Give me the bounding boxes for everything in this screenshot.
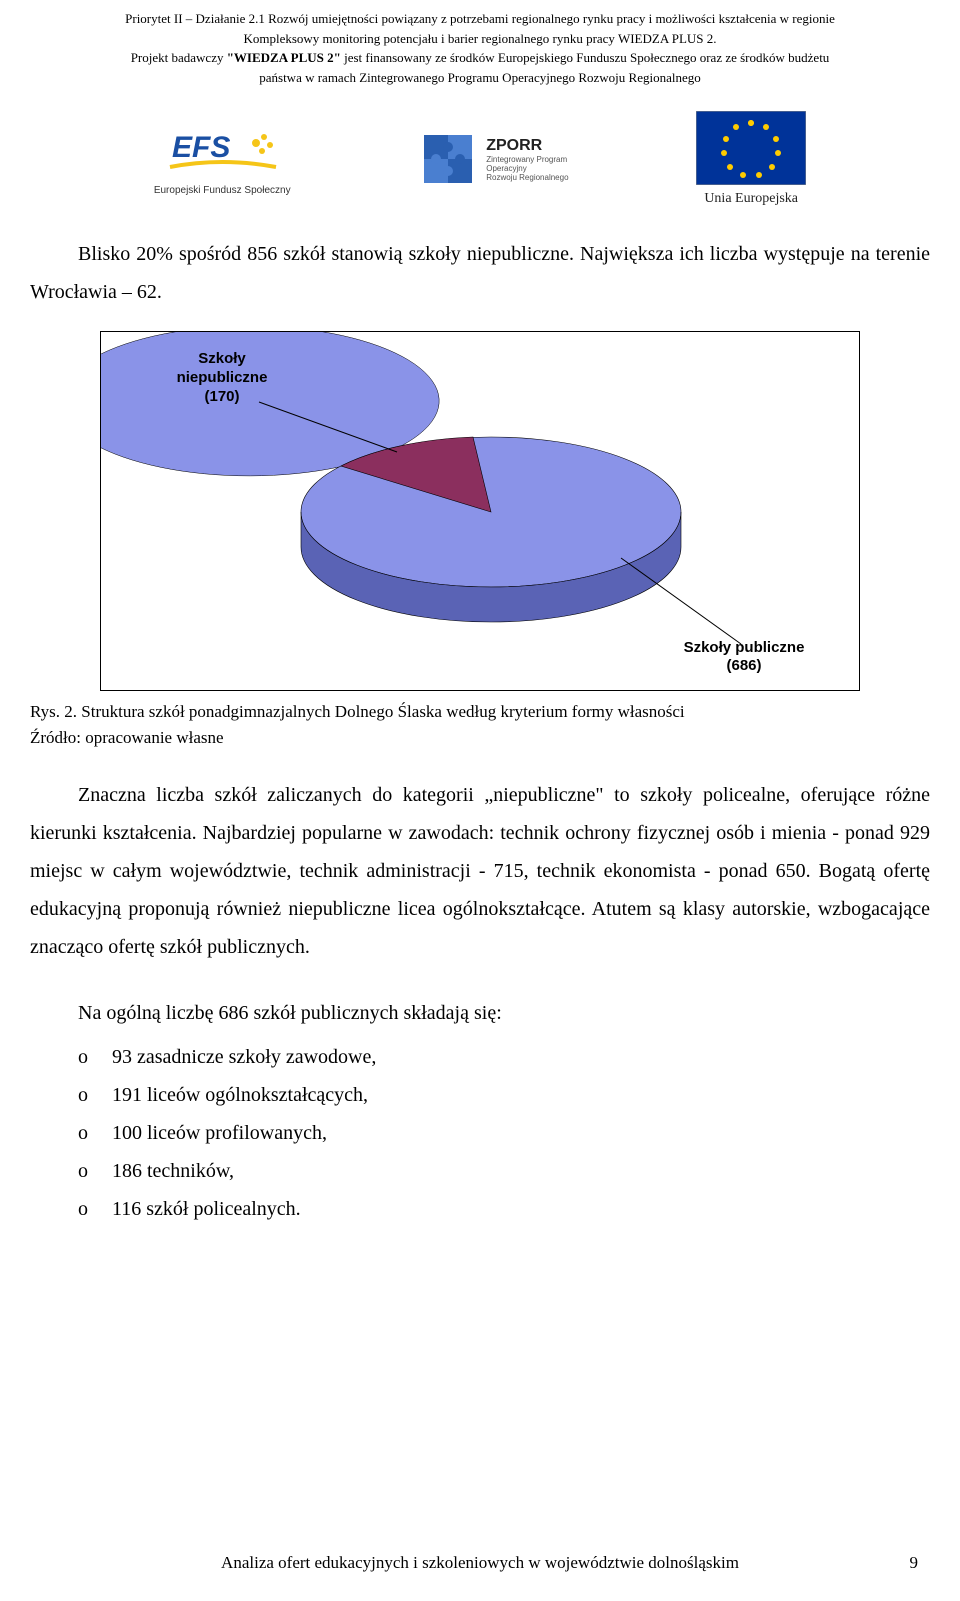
list-item: o116 szkół policealnych. xyxy=(78,1190,930,1228)
header-line-3: Projekt badawczy "WIEDZA PLUS 2" jest fi… xyxy=(30,49,930,67)
pie-label-pub-l1: Szkoły publiczne xyxy=(659,639,829,658)
bullet-icon: o xyxy=(78,1038,112,1076)
list-item: o186 techników, xyxy=(78,1152,930,1190)
logos-row: EFS Europejski Fundusz Społeczny ZPORR Z… xyxy=(90,111,870,207)
efs-icon: EFS xyxy=(162,123,282,185)
list-item: o191 liceów ogólnokształcących, xyxy=(78,1076,930,1114)
pie-label-niepub-l2: niepubliczne xyxy=(157,369,287,388)
eu-caption: Unia Europejska xyxy=(704,191,798,207)
footer-text: Analiza ofert edukacyjnych i szkoleniowy… xyxy=(0,1553,960,1573)
pie-label-niepub-l1: Szkoły xyxy=(157,350,287,369)
list-text-4: 116 szkół policealnych. xyxy=(112,1190,301,1228)
bullet-icon: o xyxy=(78,1114,112,1152)
header-line-1: Priorytet II – Działanie 2.1 Rozwój umie… xyxy=(30,10,930,28)
zporr-sub3: Rozwoju Regionalnego xyxy=(486,173,568,182)
logo-eu: Unia Europejska xyxy=(696,111,806,207)
efs-subtext: Europejski Fundusz Społeczny xyxy=(154,185,291,196)
pie-label-niepubliczne: Szkoły niepubliczne (170) xyxy=(157,350,287,406)
list-item: o93 zasadnicze szkoły zawodowe, xyxy=(78,1038,930,1076)
page-number: 9 xyxy=(910,1553,919,1573)
zporr-sub2: Operacyjny xyxy=(486,164,568,173)
header-line-3-pre: Projekt badawczy xyxy=(131,50,227,65)
bullet-list: o93 zasadnicze szkoły zawodowe, o191 lic… xyxy=(78,1038,930,1228)
bullet-icon: o xyxy=(78,1152,112,1190)
logo-efs: EFS Europejski Fundusz Społeczny xyxy=(154,123,291,196)
pie-chart: Szkoły niepubliczne (170) Szkoły publicz… xyxy=(100,331,860,691)
list-item: o100 liceów profilowanych, xyxy=(78,1114,930,1152)
list-text-3: 186 techników, xyxy=(112,1152,234,1190)
figure-source: Źródło: opracowanie własne xyxy=(30,728,930,748)
list-text-0: 93 zasadnicze szkoły zawodowe, xyxy=(112,1038,376,1076)
pie-label-niepub-l3: (170) xyxy=(157,388,287,407)
bullet-icon: o xyxy=(78,1076,112,1114)
pie-label-publiczne: Szkoły publiczne (686) xyxy=(659,639,829,677)
header-line-2: Kompleksowy monitoring potencjału i bari… xyxy=(30,30,930,48)
paragraph-2: Znaczna liczba szkół zaliczanych do kate… xyxy=(30,776,930,966)
list-text-2: 100 liceów profilowanych, xyxy=(112,1114,327,1152)
figure-caption: Rys. 2. Struktura szkół ponadgimnazjalny… xyxy=(30,701,930,724)
paragraph-1: Blisko 20% spośród 856 szkół stanowią sz… xyxy=(30,235,930,311)
header-line-3-bold: "WIEDZA PLUS 2" xyxy=(227,50,341,65)
zporr-title: ZPORR xyxy=(486,137,568,155)
bullet-icon: o xyxy=(78,1190,112,1228)
list-text-1: 191 liceów ogólnokształcących, xyxy=(112,1076,368,1114)
zporr-sub1: Zintegrowany Program xyxy=(486,155,568,164)
zporr-puzzle-icon xyxy=(418,129,478,189)
pie-label-pub-l2: (686) xyxy=(659,657,829,676)
header-line-3-post: jest finansowany ze środków Europejskieg… xyxy=(341,50,829,65)
zporr-text: ZPORR Zintegrowany Program Operacyjny Ro… xyxy=(486,137,568,182)
header-line-4: państwa w ramach Zintegrowanego Programu… xyxy=(30,69,930,87)
paragraph-3: Na ogólną liczbę 686 szkół publicznych s… xyxy=(30,994,930,1032)
logo-zporr: ZPORR Zintegrowany Program Operacyjny Ro… xyxy=(418,129,568,189)
svg-text:EFS: EFS xyxy=(172,131,230,164)
eu-flag-icon xyxy=(696,111,806,185)
